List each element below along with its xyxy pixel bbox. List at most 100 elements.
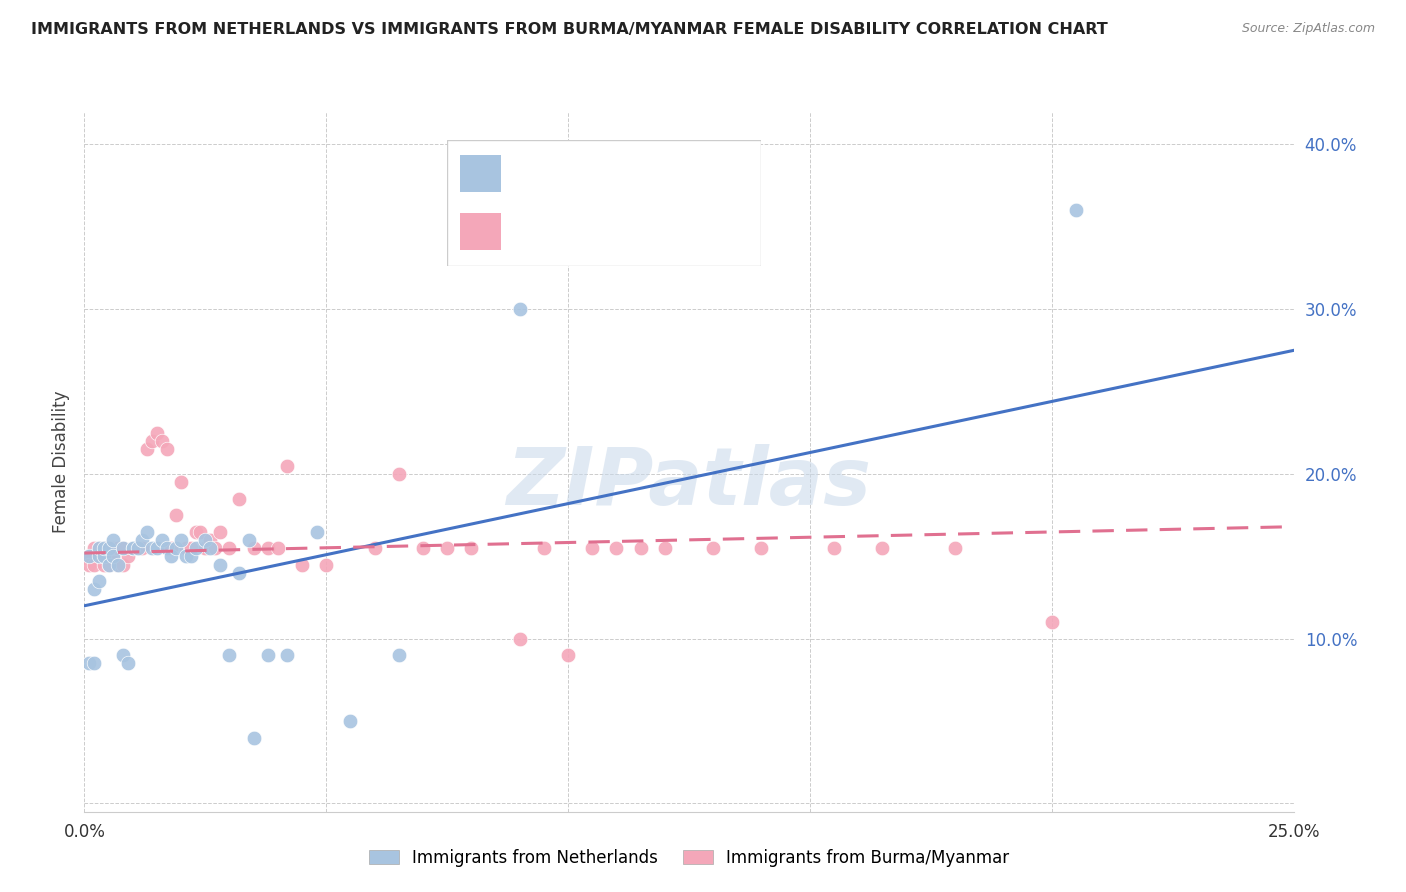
Point — [127, 541, 149, 555]
Point — [305, 524, 328, 539]
Point — [87, 574, 110, 588]
Point — [160, 549, 183, 564]
Point — [97, 558, 120, 572]
Point — [121, 541, 143, 555]
Point — [339, 714, 361, 728]
Y-axis label: Female Disability: Female Disability — [52, 391, 70, 533]
Point — [165, 508, 187, 523]
Point — [93, 541, 115, 555]
Point — [112, 558, 135, 572]
Point — [509, 302, 531, 317]
Point — [533, 541, 555, 555]
Point — [136, 524, 159, 539]
Point — [97, 541, 120, 555]
Point — [93, 558, 115, 572]
Point — [208, 558, 231, 572]
Text: ZIPatlas: ZIPatlas — [506, 443, 872, 522]
Point — [291, 558, 314, 572]
Point — [121, 541, 143, 555]
Point — [155, 442, 177, 457]
Point — [228, 491, 250, 506]
Point — [107, 541, 129, 555]
Point — [276, 458, 298, 473]
Point — [605, 541, 627, 555]
Point — [150, 434, 173, 448]
Point — [276, 648, 298, 663]
Point — [1040, 615, 1063, 630]
Text: IMMIGRANTS FROM NETHERLANDS VS IMMIGRANTS FROM BURMA/MYANMAR FEMALE DISABILITY C: IMMIGRANTS FROM NETHERLANDS VS IMMIGRANT… — [31, 22, 1108, 37]
Point — [436, 541, 458, 555]
Point — [155, 541, 177, 555]
Point — [228, 566, 250, 580]
Point — [77, 549, 100, 564]
Point — [315, 558, 337, 572]
Point — [107, 558, 129, 572]
Point — [87, 541, 110, 555]
Point — [194, 533, 217, 547]
Point — [112, 541, 135, 555]
Point — [204, 541, 226, 555]
Point — [823, 541, 845, 555]
Text: Source: ZipAtlas.com: Source: ZipAtlas.com — [1241, 22, 1375, 36]
Point — [388, 467, 411, 481]
Point — [198, 533, 221, 547]
Point — [170, 475, 193, 490]
Point — [1064, 203, 1087, 218]
Legend: Immigrants from Netherlands, Immigrants from Burma/Myanmar: Immigrants from Netherlands, Immigrants … — [361, 842, 1017, 873]
Point — [257, 648, 280, 663]
Point — [654, 541, 676, 555]
Point — [751, 541, 773, 555]
Point — [198, 541, 221, 555]
Point — [83, 541, 105, 555]
Point — [170, 533, 193, 547]
Point — [943, 541, 966, 555]
Point — [388, 648, 411, 663]
Point — [87, 541, 110, 555]
Point — [160, 541, 183, 555]
Point — [194, 541, 217, 555]
Point — [257, 541, 280, 555]
Point — [131, 533, 153, 547]
Point — [557, 648, 579, 663]
Point — [112, 648, 135, 663]
Point — [242, 731, 264, 745]
Point — [117, 657, 139, 671]
Point — [117, 549, 139, 564]
Point — [87, 549, 110, 564]
Point — [184, 541, 207, 555]
Point — [83, 657, 105, 671]
Point — [460, 541, 482, 555]
Point — [127, 541, 149, 555]
Point — [218, 648, 240, 663]
Point — [77, 657, 100, 671]
Point — [83, 558, 105, 572]
Point — [702, 541, 724, 555]
Point — [136, 442, 159, 457]
Point — [218, 541, 240, 555]
Point — [180, 541, 202, 555]
Point — [93, 549, 115, 564]
Point — [141, 434, 163, 448]
Point — [77, 549, 100, 564]
Point — [83, 582, 105, 597]
Point — [103, 533, 125, 547]
Point — [103, 549, 125, 564]
Point — [121, 541, 143, 555]
Point — [180, 549, 202, 564]
Point — [267, 541, 290, 555]
Point — [141, 541, 163, 555]
Point — [146, 541, 169, 555]
Point — [77, 558, 100, 572]
Point — [238, 533, 260, 547]
Point — [190, 524, 212, 539]
Point — [93, 541, 115, 555]
Point — [630, 541, 652, 555]
Point — [150, 533, 173, 547]
Point — [165, 541, 187, 555]
Point — [131, 541, 153, 555]
Point — [872, 541, 894, 555]
Point — [87, 549, 110, 564]
Point — [103, 541, 125, 555]
Point — [107, 558, 129, 572]
Point — [174, 549, 197, 564]
